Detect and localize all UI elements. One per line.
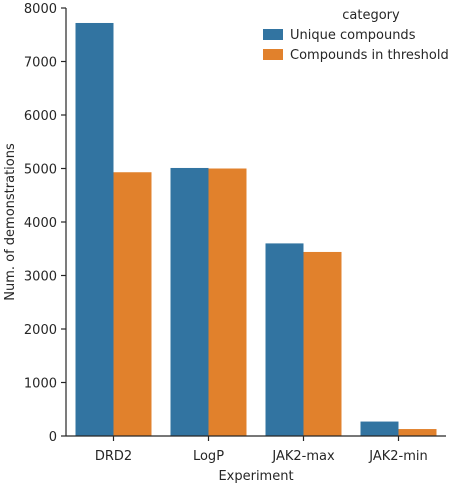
x-tick-label: JAK2-max — [271, 449, 335, 464]
bar-jak2-min-unique-compounds — [360, 421, 399, 436]
y-tick-label: 7000 — [24, 56, 57, 71]
y-tick-label: 3000 — [24, 270, 57, 285]
bar-jak2-max-compounds-in-threshold — [303, 251, 342, 436]
legend-label-compounds-in-threshold: Compounds in threshold — [290, 48, 449, 63]
x-tick-label: DRD2 — [95, 449, 132, 464]
x-tick-label: LogP — [193, 449, 224, 464]
bar-jak2-max-unique-compounds — [265, 243, 304, 436]
legend: category Unique compounds Compounds in t… — [263, 8, 449, 63]
y-tick-label: 0 — [49, 430, 57, 445]
x-ticks: DRD2 LogP JAK2-max JAK2-min — [95, 436, 428, 464]
legend-swatch-compounds-in-threshold — [263, 49, 283, 60]
y-tick-label: 4000 — [24, 216, 57, 231]
y-ticks: 0 1000 2000 3000 4000 5000 6000 7000 8000 — [24, 2, 66, 445]
y-axis-title: Num. of demonstrations — [3, 143, 18, 301]
bar-logp-compounds-in-threshold — [208, 168, 247, 436]
y-tick-label: 2000 — [24, 323, 57, 338]
bar-jak2-min-compounds-in-threshold — [398, 429, 437, 436]
x-tick-label: JAK2-min — [368, 449, 428, 464]
bar-logp-unique-compounds — [170, 167, 209, 436]
legend-swatch-unique-compounds — [263, 29, 283, 40]
y-tick-label: 6000 — [24, 109, 57, 124]
bars-layer — [75, 22, 437, 436]
axes-layer: 0 1000 2000 3000 4000 5000 6000 7000 8000 DRD2 Lo… — [24, 2, 446, 464]
legend-title: category — [342, 8, 400, 23]
bar-drd2-compounds-in-threshold — [113, 172, 152, 436]
x-axis-title: Experiment — [218, 469, 293, 484]
y-tick-label: 1000 — [24, 377, 57, 392]
y-tick-label: 5000 — [24, 163, 57, 178]
y-tick-label: 8000 — [24, 2, 57, 17]
bar-drd2-unique-compounds — [75, 22, 114, 436]
legend-label-unique-compounds: Unique compounds — [290, 28, 416, 43]
